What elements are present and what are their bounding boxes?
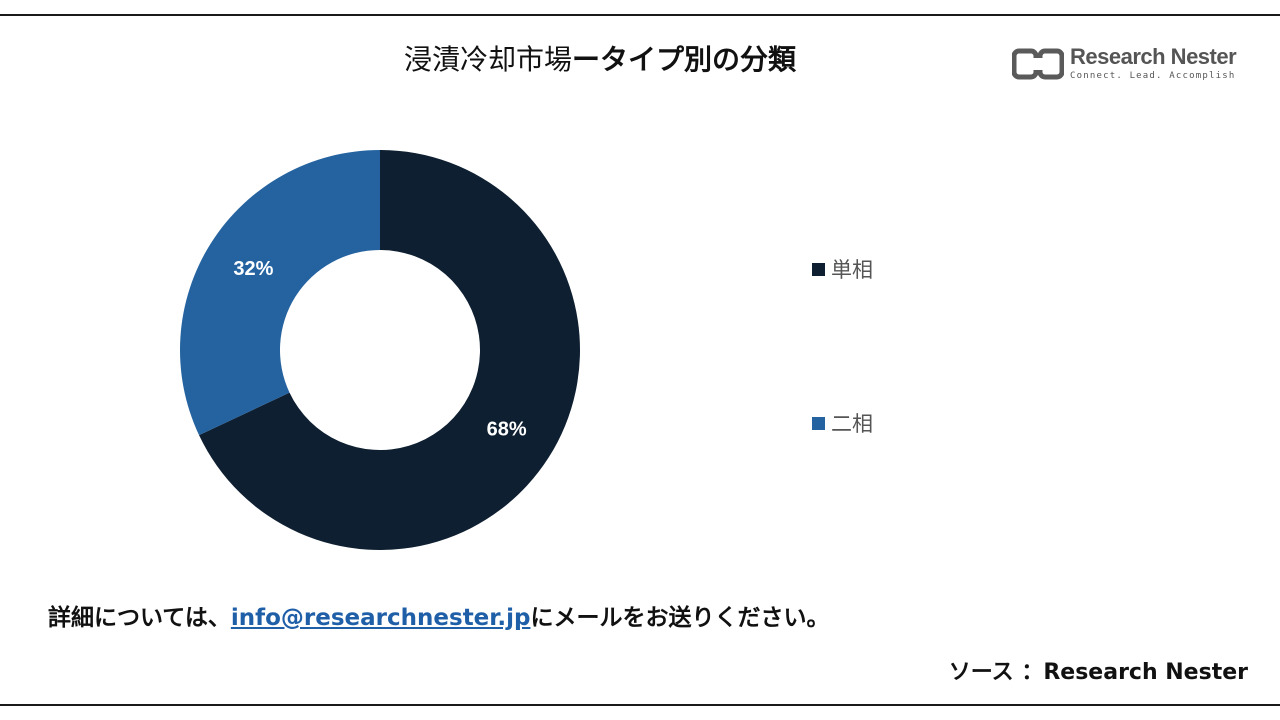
legend-label-two-phase: 二相	[831, 412, 873, 436]
contact-suffix: にメールをお送りください。	[530, 605, 830, 631]
chart-title-part2: ータイプ別の分類	[572, 43, 797, 76]
research-nester-logo: Research Nester Connect. Lead. Accomplis…	[1012, 44, 1237, 86]
contact-email-link[interactable]: info@researchnester.jp	[230, 605, 531, 631]
chart-title-part1: 浸漬冷却市場	[403, 43, 572, 76]
top-border	[0, 14, 1280, 16]
contact-prefix: 詳細については、	[48, 605, 231, 631]
legend-swatch-single-phase	[812, 263, 825, 276]
logo-tagline: Connect. Lead. Accomplish	[1070, 71, 1236, 81]
donut-label-single-phase: 68%	[487, 419, 527, 441]
logo-name: Research Nester	[1070, 44, 1237, 69]
donut-slice-two-phase	[179, 150, 380, 436]
chart-title: 浸漬冷却市場ータイプ別の分類	[0, 38, 1200, 78]
legend-label-single-phase: 単相	[831, 258, 873, 282]
bottom-border	[0, 704, 1280, 706]
donut-slice-single-phase	[199, 150, 580, 550]
donut-label-two-phase: 32%	[233, 258, 273, 280]
donut-chart: 68% 32%	[179, 150, 580, 550]
contact-note: 詳細については、info@researchnester.jpにメールをお送りくだ…	[48, 598, 829, 632]
logo-mark-icon	[1012, 48, 1064, 80]
legend-item-single-phase: 単相	[812, 254, 873, 284]
source-credit: ソース ：Research Nester	[948, 660, 1248, 685]
legend-item-two-phase: 二相	[812, 408, 873, 438]
legend-swatch-two-phase	[812, 417, 825, 430]
